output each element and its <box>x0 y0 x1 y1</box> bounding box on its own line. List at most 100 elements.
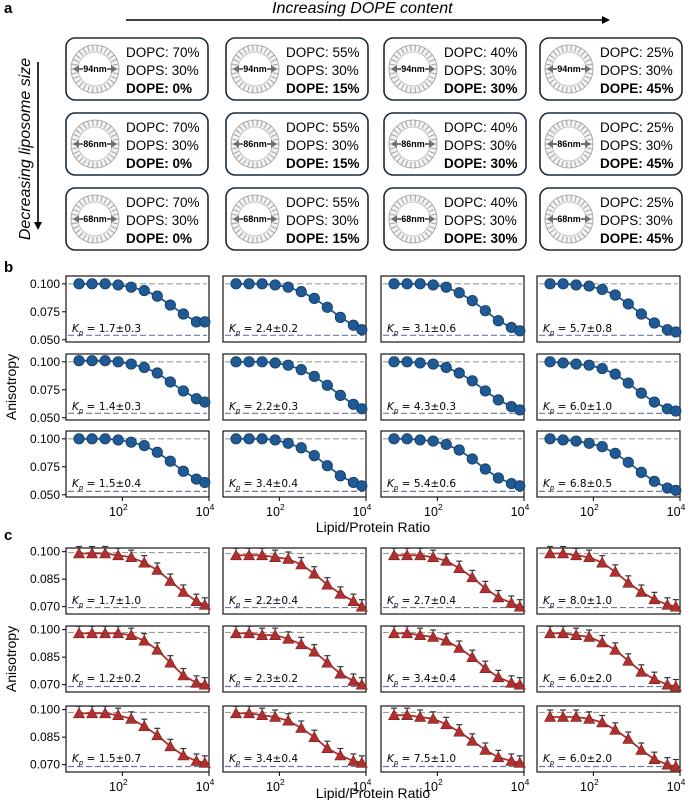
diameter-arrow-left <box>73 140 79 148</box>
lipid-tick <box>231 222 238 225</box>
lipid-tick <box>390 58 397 63</box>
data-point <box>198 598 211 610</box>
data-point <box>347 595 360 606</box>
data-point <box>622 456 634 468</box>
lipid-tick <box>405 46 408 53</box>
lipid-tick <box>75 79 81 84</box>
lipid-tick <box>552 82 558 88</box>
diameter-arrow-left <box>547 65 553 73</box>
lipid-tick <box>111 150 118 155</box>
anisotropy-subplot: Kp = 2.2±0.4 <box>222 547 368 615</box>
data-point <box>661 678 674 690</box>
data-point <box>492 315 504 327</box>
data-point <box>138 720 151 731</box>
lipid-tick <box>583 79 589 84</box>
lipid-tick <box>269 79 275 84</box>
lipid-tick <box>421 122 426 129</box>
x-tick-exponent: 2 <box>123 502 128 512</box>
lipid-tick <box>112 222 119 225</box>
data-point <box>596 362 608 375</box>
data-point <box>583 359 595 371</box>
data-point <box>557 627 570 639</box>
size-label-bg <box>243 137 267 149</box>
y-tick-label: 0.100 <box>30 703 60 717</box>
data-point <box>73 547 86 559</box>
kp-annotation: Kp = 1.5±0.4 <box>72 478 141 492</box>
kp-value: = 2.2±0.3 <box>240 401 298 413</box>
data-point <box>198 756 211 768</box>
kp-symbol: K <box>543 478 551 490</box>
data-point <box>282 552 295 564</box>
y-tick-label: 0.050 <box>30 411 60 425</box>
dopc-label: DOPC: 25% <box>600 120 674 135</box>
lipid-tick <box>424 50 430 56</box>
lipid-tick <box>549 79 555 84</box>
composition-box: 94nm DOPC: 25% DOPS: 30% DOPE: 45% <box>539 37 683 101</box>
kp-symbol: K <box>543 595 551 607</box>
data-point <box>164 574 177 586</box>
lipid-tick <box>271 208 278 213</box>
lipid-tick <box>96 195 99 202</box>
lipid-tick <box>72 75 79 80</box>
data-point <box>427 279 439 291</box>
lipid-tick <box>393 154 399 159</box>
x-tick-base: 10 <box>511 780 525 794</box>
lipid-tick <box>75 54 81 59</box>
lipid-tick <box>556 84 561 91</box>
lipid-tick <box>256 236 259 243</box>
lipid-tick <box>409 161 412 168</box>
size-label-bg <box>401 62 425 74</box>
data-point <box>282 714 295 726</box>
dops-label: DOPS: 30% <box>444 63 517 78</box>
data-point <box>177 308 189 320</box>
data-point <box>73 355 85 367</box>
kp-symbol: K <box>229 595 237 607</box>
lipid-tick <box>91 161 94 168</box>
lipid-tick <box>100 46 103 53</box>
data-point <box>99 547 112 559</box>
data-point <box>427 630 440 642</box>
anisotropy-subplot: Kp = 5.7±0.8 <box>536 275 682 343</box>
size-label: 86nm <box>83 139 107 149</box>
data-point <box>479 305 491 317</box>
data-point <box>622 654 635 666</box>
lipid-tick <box>87 235 90 242</box>
lipid-tick <box>396 82 402 88</box>
kp-value: = 8.0±1.0 <box>554 595 612 607</box>
lipid-tick <box>235 204 241 209</box>
anisotropy-subplot: Kp = 6.0±2.0 <box>536 625 682 693</box>
dopc-label: DOPC: 70% <box>126 195 200 210</box>
data-point <box>648 396 660 408</box>
lipid-tick <box>72 225 79 230</box>
data-point <box>570 358 582 370</box>
lipid-tick <box>269 129 275 134</box>
anisotropy-subplot: Kp = 8.0±1.0 <box>536 545 682 615</box>
dops-label: DOPS: 30% <box>126 213 199 228</box>
data-point <box>334 311 346 323</box>
lipid-tick <box>561 46 564 53</box>
anisotropy-subplot: Kp = 1.7±1.0 0.070 0.085 0.100 <box>30 545 211 615</box>
lipid-tick <box>577 122 582 129</box>
lipid-tick <box>242 122 247 129</box>
data-point <box>622 377 634 389</box>
size-label: 94nm <box>401 64 425 74</box>
lipid-tick <box>260 121 263 128</box>
kp-annotation: Kp = 2.3±0.2 <box>229 673 298 687</box>
data-point <box>269 434 281 446</box>
y-tick-label: 0.100 <box>30 623 60 637</box>
data-point <box>230 707 243 719</box>
x-tick-label: 104 <box>353 502 372 519</box>
data-point <box>544 710 557 722</box>
lipid-tick <box>424 200 430 206</box>
lipid-tick <box>75 229 81 234</box>
data-point <box>199 316 211 328</box>
composition-box: 94nm DOPC: 55% DOPS: 30% DOPE: 15% <box>225 37 369 101</box>
lipid-tick <box>546 75 553 80</box>
dope-label: DOPE: 0% <box>126 81 192 96</box>
data-point <box>479 582 492 594</box>
data-point <box>190 595 203 606</box>
diameter-arrow-left <box>547 140 553 148</box>
lipid-tick <box>421 159 426 166</box>
kp-value: = 3.4±0.4 <box>398 673 456 685</box>
